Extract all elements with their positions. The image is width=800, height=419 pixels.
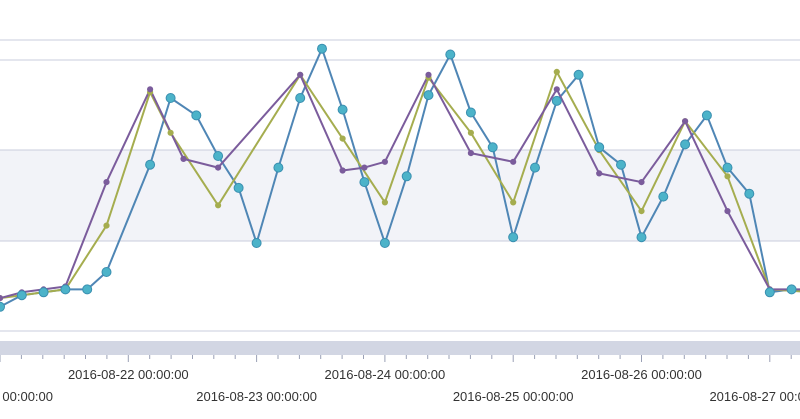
series-1-point[interactable]: [701, 110, 712, 121]
series-1-point[interactable]: [16, 290, 27, 301]
series-3-point[interactable]: [297, 71, 304, 78]
series-1-point[interactable]: [658, 191, 669, 202]
series-3-point[interactable]: [103, 179, 110, 186]
series-3-point[interactable]: [0, 295, 4, 302]
x-tick-label: 2016-08-26 00:00:00: [581, 367, 702, 382]
x-axis: [0, 355, 792, 362]
series-line-1: [0, 47, 800, 308]
series-1-point[interactable]: [401, 171, 412, 182]
series-1-point[interactable]: [423, 90, 434, 101]
series-1-point[interactable]: [337, 104, 348, 115]
series-1-point[interactable]: [60, 284, 71, 295]
series-1-point[interactable]: [636, 232, 647, 243]
series-3-point[interactable]: [381, 158, 388, 165]
x-axis-labels: 00:00:00 2016-08-22 00:00:00 2016-08-23 00…: [2, 367, 800, 404]
series-2-point[interactable]: [167, 129, 174, 136]
series-1-point[interactable]: [744, 188, 755, 199]
gridlines: [0, 39, 800, 332]
series-3-point[interactable]: [180, 155, 187, 162]
series-3-point[interactable]: [510, 158, 517, 165]
x-tick-label: 2016-08-24 00:00:00: [325, 367, 446, 382]
series-1-point[interactable]: [101, 267, 112, 277]
series-1-point[interactable]: [786, 284, 797, 295]
series-3-point[interactable]: [638, 179, 645, 186]
series-2-point[interactable]: [638, 208, 645, 215]
series-2-point[interactable]: [103, 222, 110, 229]
series-1-point[interactable]: [317, 43, 327, 54]
series-1-point[interactable]: [530, 162, 540, 173]
series-1-point[interactable]: [551, 95, 562, 106]
series-1-point[interactable]: [191, 110, 202, 121]
series-3-point[interactable]: [215, 164, 222, 171]
series-1-point[interactable]: [295, 93, 306, 103]
series-3-point[interactable]: [147, 86, 154, 93]
series-3-point[interactable]: [339, 167, 346, 174]
series-line-3: [0, 73, 800, 300]
range-scrollbar[interactable]: [0, 341, 800, 355]
series-markers: [0, 43, 797, 312]
series-1-point[interactable]: [379, 238, 390, 248]
series-1-point[interactable]: [38, 287, 49, 298]
series-2-point[interactable]: [467, 129, 474, 136]
series-1-point[interactable]: [213, 151, 224, 161]
x-tick-label: 00:00:00: [2, 389, 53, 404]
series-1-point[interactable]: [445, 49, 456, 60]
series-1-point[interactable]: [273, 162, 284, 173]
top-margin: [0, 0, 800, 40]
series-2-point[interactable]: [381, 199, 388, 206]
x-tick-label: 2016-08-23 00:00:00: [196, 389, 317, 404]
series-1-point[interactable]: [465, 107, 476, 118]
series-1-point[interactable]: [82, 284, 93, 295]
series-1-point[interactable]: [573, 69, 584, 80]
x-tick-label: 2016-08-22 00:00:00: [68, 367, 189, 382]
series-1-point[interactable]: [0, 301, 5, 312]
series-3-point[interactable]: [467, 150, 474, 157]
series-1-point[interactable]: [508, 232, 519, 243]
series-1-point[interactable]: [251, 238, 262, 248]
series-1-point[interactable]: [165, 93, 176, 103]
series-1-point[interactable]: [722, 162, 733, 173]
x-tick-label: 2016-08-27 00:00:00: [709, 389, 800, 404]
series-2-point[interactable]: [510, 199, 517, 206]
x-tick-label: 2016-08-25 00:00:00: [453, 389, 574, 404]
series-1-point[interactable]: [487, 142, 498, 153]
series-2-point[interactable]: [724, 173, 731, 180]
series-1-point[interactable]: [616, 159, 626, 170]
series-3-point[interactable]: [553, 86, 560, 93]
series-2-point[interactable]: [215, 202, 222, 209]
series-3-point[interactable]: [361, 164, 368, 171]
series-2-point[interactable]: [553, 68, 560, 76]
series-1-point[interactable]: [764, 287, 775, 298]
series-1-point[interactable]: [594, 142, 605, 153]
series-1-point[interactable]: [145, 159, 156, 170]
series-3-point[interactable]: [682, 118, 689, 125]
series-1-point[interactable]: [233, 182, 244, 193]
series-1-point[interactable]: [359, 177, 370, 188]
series-2-point[interactable]: [339, 135, 346, 142]
series-3-point[interactable]: [724, 208, 731, 215]
series-3-point[interactable]: [425, 71, 432, 78]
series-3-point[interactable]: [596, 170, 603, 177]
series-1-point[interactable]: [680, 139, 691, 150]
